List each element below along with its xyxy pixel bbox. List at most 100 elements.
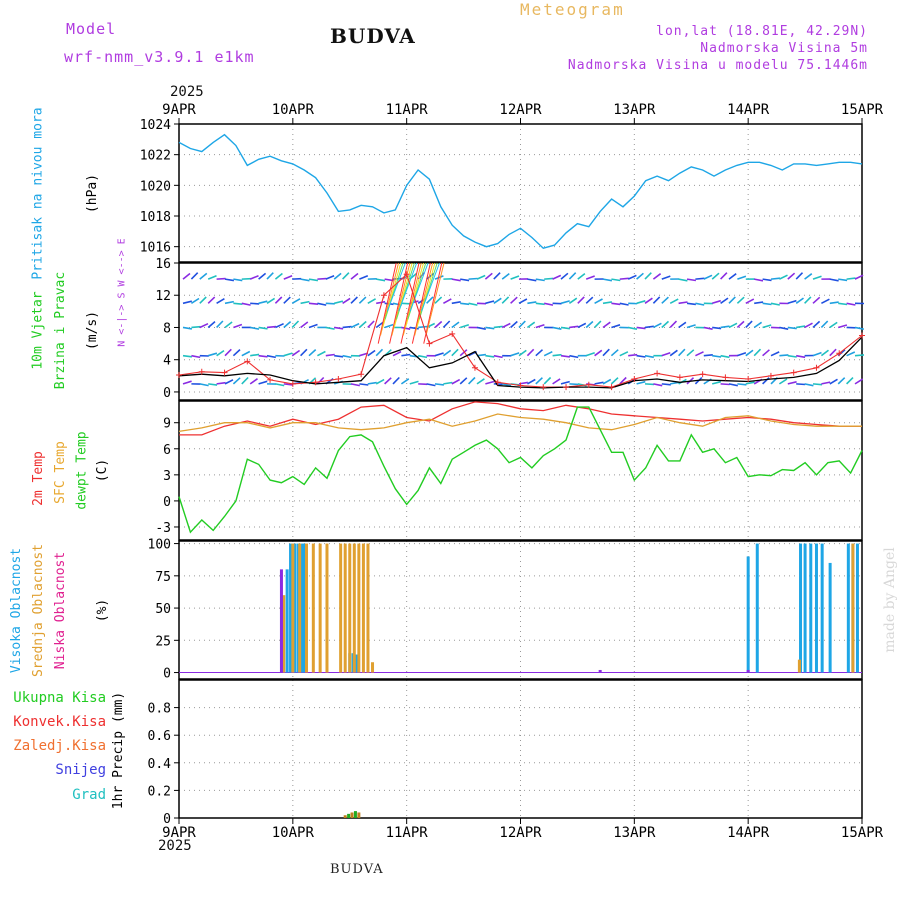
cloud-bar-high xyxy=(814,543,818,673)
gust-fan-line xyxy=(386,262,406,312)
x-tick-label-top: 10APR xyxy=(272,102,315,118)
wind-arrow xyxy=(821,381,831,385)
cloud-bar-high xyxy=(846,543,850,673)
wind-arrow xyxy=(216,381,226,385)
wind-arrow xyxy=(459,323,470,329)
wind-arrow xyxy=(611,324,621,329)
year-bottom: 2025 xyxy=(158,838,192,854)
gust-marker xyxy=(198,368,205,375)
wind-arrow xyxy=(350,383,360,387)
wind-arrow xyxy=(602,348,610,357)
wind-arrow xyxy=(443,298,452,304)
wind-arrow xyxy=(728,383,738,387)
gust-marker xyxy=(813,364,820,371)
y-tick-label: 12 xyxy=(155,289,171,304)
wind-arrow xyxy=(846,351,856,357)
wind-arrow xyxy=(720,354,730,359)
y-tick-label: 25 xyxy=(155,634,171,649)
wind-arrow xyxy=(779,326,789,330)
wind-arrow xyxy=(283,320,292,329)
gust-marker xyxy=(403,271,410,278)
wind-arrow xyxy=(350,272,359,280)
wind-arrow xyxy=(627,274,637,280)
model-label: Model xyxy=(66,20,117,38)
wind-arrow xyxy=(644,297,653,304)
wind-arrow xyxy=(308,349,317,357)
wind-arrow xyxy=(409,380,419,385)
wind-arrow xyxy=(594,298,603,304)
wind-arrow xyxy=(283,275,293,280)
wind-arrow xyxy=(468,302,478,306)
wind-arrow xyxy=(224,300,234,305)
wind-arrow xyxy=(636,354,646,358)
wind-arrow xyxy=(535,323,545,329)
wind-arrow xyxy=(493,297,502,304)
wind-arrow xyxy=(804,322,813,329)
wind-arrow xyxy=(753,321,763,329)
wind-arrow xyxy=(207,274,217,280)
pressure-line xyxy=(178,133,863,249)
lonlat-label: lon,lat (18.81E, 42.29N) xyxy=(656,24,868,39)
wind-arrow xyxy=(568,297,578,304)
wind-arrow xyxy=(300,348,308,357)
wind-arrow xyxy=(510,320,518,329)
wind-arrow xyxy=(653,383,663,387)
wind-arrow xyxy=(753,348,762,357)
wind-arrow xyxy=(652,296,661,304)
wind-arrow xyxy=(375,321,384,329)
precip-bar xyxy=(353,811,357,818)
wind-arrow xyxy=(275,322,284,329)
wind-arrow xyxy=(544,302,554,306)
gust-marker xyxy=(358,371,365,378)
gust-fan xyxy=(377,262,445,344)
y-tick-label: 0 xyxy=(163,812,171,827)
cloud-bar-high xyxy=(820,543,824,673)
wind-arrow xyxy=(829,321,838,329)
wind-arrow xyxy=(754,301,764,305)
wind-arrow xyxy=(837,324,848,329)
wind-arrow xyxy=(527,301,537,305)
wind-arrow xyxy=(283,296,291,304)
wind-arrow xyxy=(275,383,285,387)
wind-arrow xyxy=(795,272,804,280)
y-tick-label: 1024 xyxy=(140,118,171,133)
wind-arrow xyxy=(350,322,360,329)
wind-arrow xyxy=(182,300,192,305)
wind-arrow xyxy=(552,378,561,385)
wind-arrow xyxy=(585,320,594,329)
wind-arrow xyxy=(426,272,435,280)
cloud-bar-high xyxy=(355,654,359,673)
wind-arrow xyxy=(258,326,268,330)
wind-arrow xyxy=(502,383,512,387)
wind-arrow xyxy=(401,302,411,305)
wind-arrow xyxy=(610,377,619,385)
wind-arrow xyxy=(182,326,193,330)
wind-arrow xyxy=(418,354,428,359)
gust-marker xyxy=(426,340,433,347)
wind-arrow xyxy=(300,300,310,305)
wind-arrow xyxy=(644,272,652,280)
wind-arrow xyxy=(182,380,192,385)
wind-arrow xyxy=(745,381,755,385)
wind-arrow xyxy=(232,349,241,357)
wind-arrow xyxy=(837,377,846,385)
speed-line xyxy=(178,336,863,389)
wind-arrow xyxy=(199,322,209,329)
panel-frame xyxy=(178,262,863,401)
wind-arrow xyxy=(493,325,503,329)
cloud-bar-high xyxy=(289,543,293,673)
wind-arrow xyxy=(678,301,688,305)
wind-arrow xyxy=(804,273,813,280)
wind-arrow xyxy=(199,272,208,280)
wind-arrow xyxy=(400,378,410,385)
wind-arrow xyxy=(686,349,695,357)
wind-arrow xyxy=(535,377,543,385)
wind-arrow xyxy=(712,326,722,330)
wind-arrow xyxy=(401,326,411,330)
wind-arrow xyxy=(476,274,486,280)
wind-arrow xyxy=(594,320,602,329)
wind-arrow xyxy=(334,300,344,305)
wind-arrow xyxy=(283,383,293,386)
wind-arrow xyxy=(493,354,503,359)
